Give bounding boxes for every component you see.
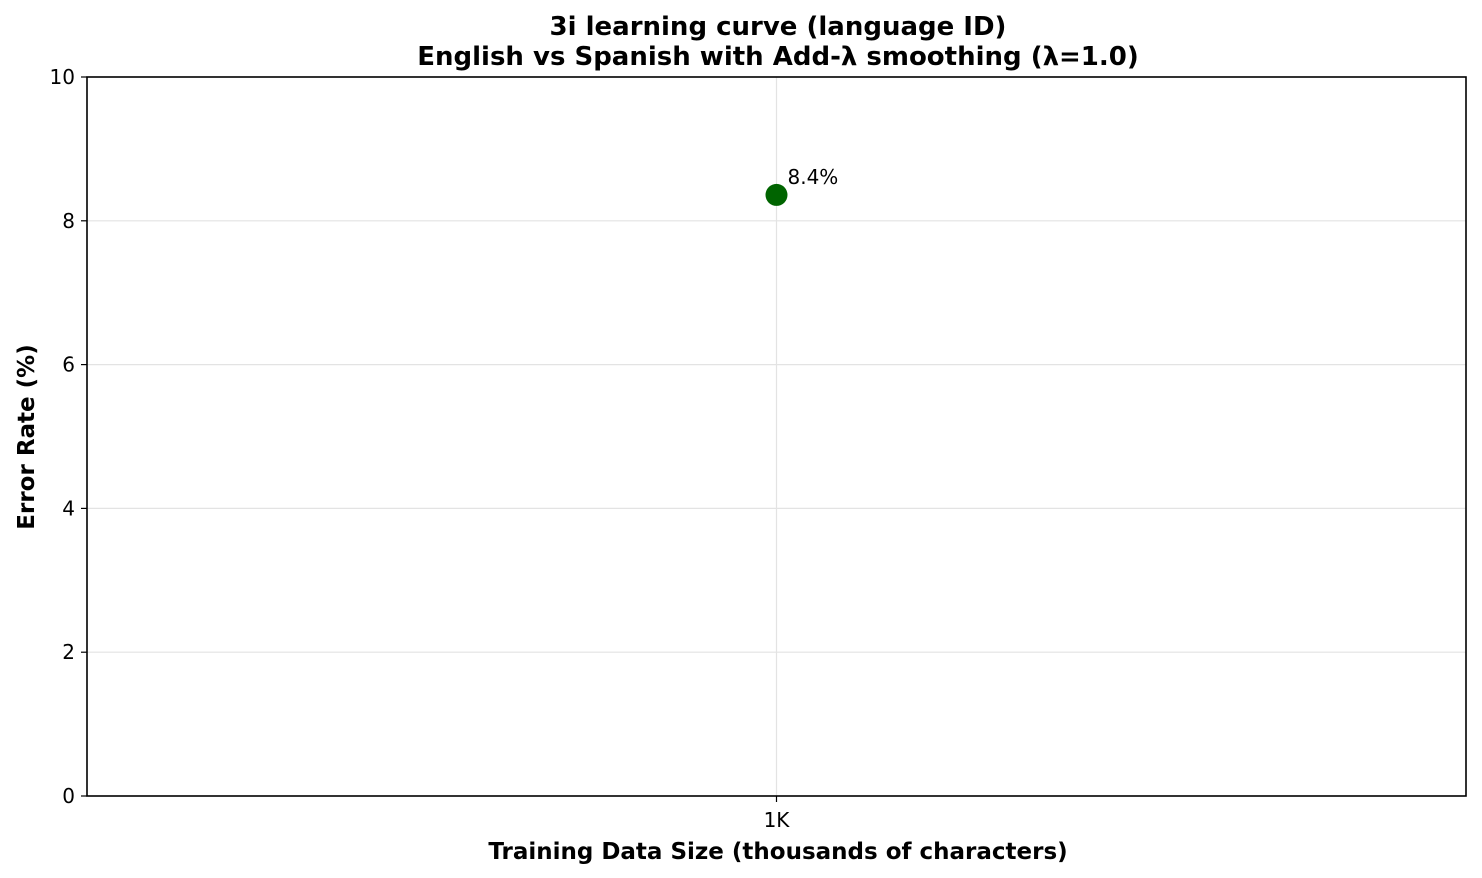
y-tick-label: 6 (62, 353, 75, 377)
y-tick-label: 10 (50, 65, 75, 89)
y-axis-ticks: 0 2 4 6 8 10 (50, 65, 87, 808)
plot-frame (86, 76, 1467, 797)
y-tick-label: 2 (62, 640, 75, 664)
y-tick-label: 8 (62, 209, 75, 233)
grid (87, 77, 1466, 796)
y-tick-label: 0 (62, 784, 75, 808)
x-tick-label: 1K (764, 808, 791, 832)
x-axis-label: Training Data Size (thousands of charact… (488, 839, 1067, 865)
y-axis-label: Error Rate (%) (14, 344, 40, 529)
x-axis-ticks: 1K (764, 796, 791, 832)
chart-title: 3i learning curve (language ID) (550, 12, 1007, 42)
data-points: 8.4% (765, 165, 839, 206)
chart-subtitle: English vs Spanish with Add-λ smoothing … (417, 42, 1139, 72)
data-label: 8.4% (788, 165, 839, 189)
data-point (765, 183, 788, 206)
y-tick-label: 4 (62, 496, 75, 520)
